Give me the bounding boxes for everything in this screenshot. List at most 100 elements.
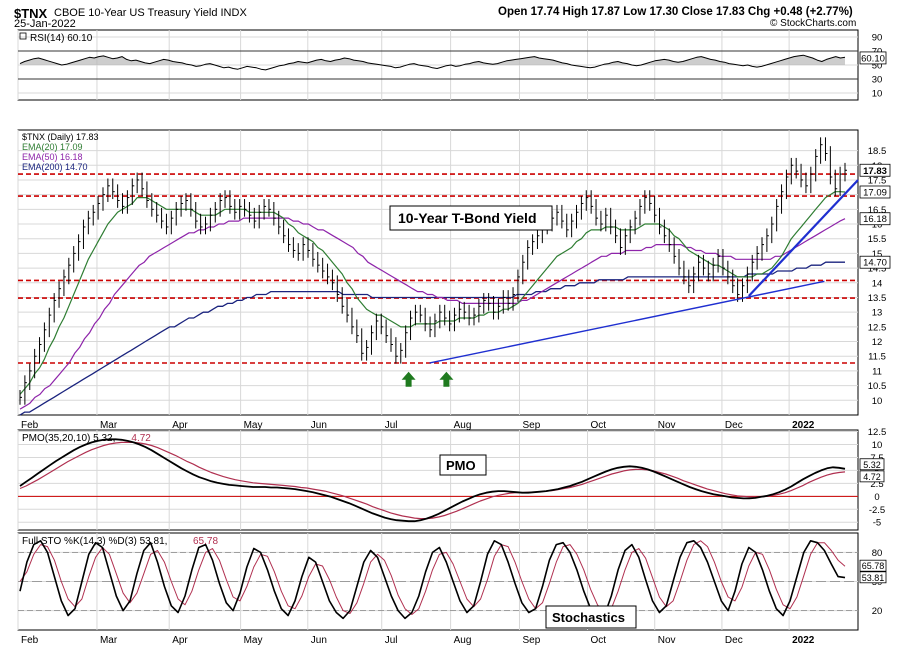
pmo-annotation-text: PMO bbox=[446, 458, 476, 473]
price-tick-label: 15 bbox=[872, 249, 883, 260]
month-label: Oct bbox=[591, 420, 607, 431]
pmo-tag-label: 5.32 bbox=[863, 460, 881, 470]
sto-d-line bbox=[19, 540, 846, 615]
ema50-line bbox=[19, 217, 846, 410]
price-tag-label: 17.83 bbox=[863, 166, 887, 177]
month-label-hidden: May bbox=[244, 127, 246, 129]
ema200-line bbox=[19, 261, 845, 416]
month-label: Mar bbox=[100, 420, 118, 431]
month-label-hidden: Oct bbox=[591, 126, 593, 129]
sto-tag-box bbox=[859, 559, 887, 572]
pmo-legend-entry: PMO(35,20,10) 5.32, bbox=[22, 433, 115, 444]
month-label-hidden: Feb bbox=[21, 127, 23, 129]
price-tick-label: 13 bbox=[872, 308, 883, 319]
month-label: Sep bbox=[522, 420, 540, 431]
price-tag-label: 16.18 bbox=[863, 214, 887, 225]
month-label: Jul bbox=[385, 635, 398, 646]
month-label: Jun bbox=[311, 635, 327, 646]
price-legend-entry: EMA(200) 14.70 bbox=[22, 162, 88, 172]
price-tick-label: 11 bbox=[872, 366, 882, 377]
pmo-annotation-box bbox=[439, 454, 487, 476]
trendline-0 bbox=[429, 280, 825, 364]
pmo-tick-label: 10 bbox=[872, 440, 883, 451]
month-label-hidden: Nov bbox=[658, 127, 660, 129]
pmo-tick-label: 2.5 bbox=[870, 479, 883, 490]
sto-tag-box bbox=[859, 571, 887, 584]
rsi-tick-label: 50 bbox=[872, 61, 883, 72]
rsi-tick-label: 30 bbox=[872, 75, 883, 86]
month-label-hidden: Apr bbox=[172, 126, 174, 129]
month-label: Dec bbox=[725, 635, 743, 646]
stochastics-legend-entry: 65.78 bbox=[193, 536, 218, 547]
trendline-1 bbox=[747, 179, 859, 297]
pmo-legend-entry: 4.72 bbox=[131, 433, 151, 444]
ema20-line bbox=[19, 191, 846, 395]
month-label-hidden: Jun bbox=[311, 127, 313, 129]
legend-swatch-icon bbox=[19, 32, 27, 40]
month-label-hidden: Sep bbox=[522, 127, 524, 129]
pmo-tick-label: 12.5 bbox=[868, 427, 887, 438]
pmo-tag-box bbox=[859, 470, 885, 483]
price-tick-label: 14 bbox=[872, 278, 883, 289]
rsi-legend-entry: RSI(14) 60.10 bbox=[30, 33, 93, 44]
month-label: 2022 bbox=[792, 420, 815, 431]
month-label: May bbox=[244, 420, 263, 431]
month-label: Jul bbox=[385, 420, 398, 431]
price-tick-label: 12.5 bbox=[868, 322, 887, 333]
month-label: Mar bbox=[100, 635, 118, 646]
pmo-tick-label: -2.5 bbox=[869, 505, 885, 516]
month-label: Apr bbox=[172, 635, 188, 646]
price-legend-entry: EMA(50) 16.18 bbox=[22, 152, 83, 162]
month-label: Jun bbox=[311, 420, 327, 431]
month-label: Feb bbox=[21, 635, 39, 646]
sto-tag-label: 53.81 bbox=[862, 573, 885, 583]
rsi-tick-label: 10 bbox=[872, 89, 883, 100]
rsi-tag-label: 60.10 bbox=[861, 53, 885, 64]
chart-date: 25-Jan-2022 bbox=[14, 18, 76, 30]
ticker-symbol: $TNX bbox=[14, 6, 48, 21]
price-tick-label: 11.5 bbox=[868, 352, 886, 363]
month-label: Sep bbox=[522, 635, 540, 646]
month-label: Dec bbox=[725, 420, 743, 431]
month-label-hidden: Jul bbox=[385, 127, 387, 129]
price-tick-label: 16.5 bbox=[868, 205, 887, 216]
price-tick-label: 10.5 bbox=[868, 381, 887, 392]
price-tag-label: 14.70 bbox=[863, 258, 887, 269]
price-tick-label: 15.5 bbox=[868, 234, 887, 245]
rsi-tick-label: 90 bbox=[872, 33, 883, 44]
price-tick-label: 17.5 bbox=[868, 175, 887, 186]
ticker-description: CBOE 10-Year US Treasury Yield INDX bbox=[54, 7, 247, 19]
month-label-hidden: 2022 bbox=[792, 127, 795, 129]
price-tag-box bbox=[859, 212, 891, 226]
up-arrow-icon bbox=[401, 371, 416, 387]
price-tick-label: 12 bbox=[872, 337, 883, 348]
price-tag-box bbox=[859, 255, 891, 269]
pmo-tick-label: -5 bbox=[873, 518, 881, 529]
price-tick-label: 18.5 bbox=[868, 146, 887, 157]
rsi-line bbox=[19, 54, 846, 71]
pmo-panel: 12.5107.552.50-2.5-5PMO5.324.72PMO(35,20… bbox=[17, 427, 887, 531]
price-legend-entry: EMA(20) 17.09 bbox=[22, 142, 83, 152]
month-label: Feb bbox=[21, 420, 39, 431]
main-annotation-text: 10-Year T-Bond Yield bbox=[398, 210, 537, 226]
price-tick-label: 14.5 bbox=[868, 264, 887, 275]
sto-tag-label: 65.78 bbox=[862, 561, 885, 571]
month-label: Nov bbox=[658, 635, 676, 646]
price-panel: 18.51817.51716.51615.51514.51413.51312.5… bbox=[17, 129, 891, 416]
price-tick-label: 10 bbox=[872, 396, 883, 407]
price-frame bbox=[17, 129, 859, 416]
pmo-line bbox=[19, 438, 846, 523]
pmo-signal-line bbox=[19, 441, 846, 520]
stochastics-tick-label: 80 bbox=[872, 548, 883, 559]
up-arrow-icon bbox=[439, 371, 454, 387]
month-label: Aug bbox=[454, 635, 472, 646]
stochastics-legend-entry: Full STO %K(14,3) %D(3) 53.81, bbox=[22, 536, 167, 547]
month-label-hidden: Aug bbox=[454, 126, 456, 129]
price-legend-entry: $TNX (Daily) 17.83 bbox=[22, 132, 99, 142]
price-tick-label: 13.5 bbox=[868, 293, 887, 304]
ohlc-readout: Open 17.74 High 17.87 Low 17.30 Close 17… bbox=[498, 6, 853, 18]
